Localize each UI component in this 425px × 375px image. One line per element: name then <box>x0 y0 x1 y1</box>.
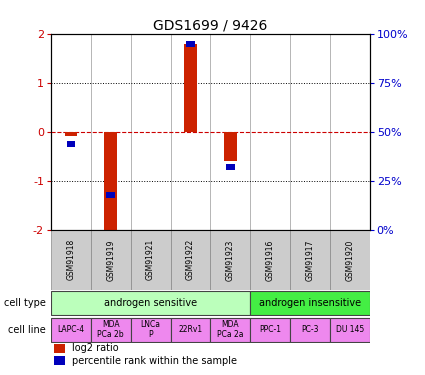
Bar <box>51 318 91 342</box>
Text: LAPC-4: LAPC-4 <box>57 325 85 334</box>
Text: GSM91917: GSM91917 <box>306 239 314 280</box>
Bar <box>224 132 237 161</box>
Bar <box>330 230 370 290</box>
Text: MDA
PCa 2b: MDA PCa 2b <box>97 320 124 339</box>
Bar <box>54 344 65 353</box>
Bar <box>210 230 250 290</box>
Bar <box>51 230 91 290</box>
Bar <box>131 230 170 290</box>
Text: androgen insensitive: androgen insensitive <box>259 298 361 308</box>
Text: log2 ratio: log2 ratio <box>72 344 118 354</box>
Text: cell line: cell line <box>8 325 46 334</box>
Text: DU 145: DU 145 <box>336 325 364 334</box>
Bar <box>65 132 77 136</box>
Bar <box>250 318 290 342</box>
Bar <box>105 132 117 232</box>
Bar <box>67 141 75 147</box>
Text: PC-3: PC-3 <box>301 325 319 334</box>
Text: GSM91920: GSM91920 <box>346 239 354 280</box>
Text: LNCa
P: LNCa P <box>141 320 161 339</box>
Bar <box>210 318 250 342</box>
Bar <box>226 164 235 170</box>
Text: GSM91919: GSM91919 <box>106 239 115 280</box>
Text: cell type: cell type <box>4 298 46 308</box>
Text: GSM91923: GSM91923 <box>226 239 235 280</box>
Title: GDS1699 / 9426: GDS1699 / 9426 <box>153 19 268 33</box>
Bar <box>250 230 290 290</box>
Bar <box>290 318 330 342</box>
Bar <box>290 230 330 290</box>
Text: GSM91916: GSM91916 <box>266 239 275 280</box>
Text: GSM91921: GSM91921 <box>146 239 155 280</box>
Bar <box>91 230 131 290</box>
Bar <box>170 318 210 342</box>
Text: GSM91922: GSM91922 <box>186 239 195 280</box>
Bar <box>250 291 370 315</box>
Text: 22Rv1: 22Rv1 <box>178 325 203 334</box>
Bar <box>184 44 197 132</box>
Bar <box>131 318 170 342</box>
Bar <box>330 318 370 342</box>
Text: MDA
PCa 2a: MDA PCa 2a <box>217 320 244 339</box>
Bar <box>106 192 115 198</box>
Text: PPC-1: PPC-1 <box>259 325 281 334</box>
Bar <box>170 230 210 290</box>
Bar <box>51 291 250 315</box>
Text: GSM91918: GSM91918 <box>66 239 75 280</box>
Text: percentile rank within the sample: percentile rank within the sample <box>72 356 237 366</box>
Bar <box>186 40 195 46</box>
Bar <box>54 357 65 365</box>
Text: androgen sensitive: androgen sensitive <box>104 298 197 308</box>
Bar <box>91 318 131 342</box>
